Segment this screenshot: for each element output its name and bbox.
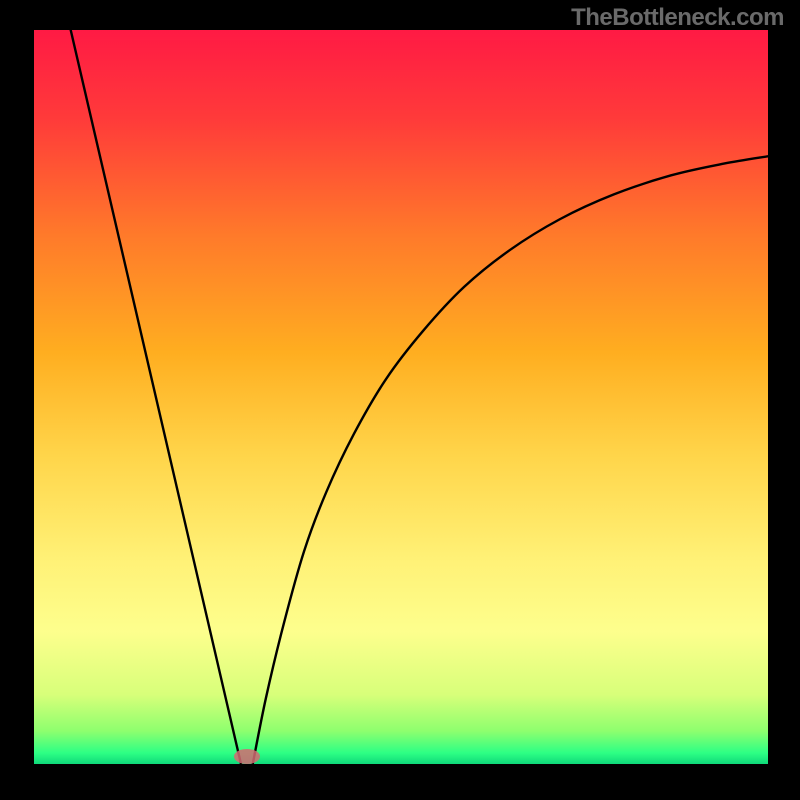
plot-area (34, 30, 768, 764)
curve-right-branch (253, 156, 768, 764)
bottleneck-curve (34, 30, 768, 764)
curve-left-branch (71, 30, 241, 764)
watermark-text: TheBottleneck.com (571, 4, 784, 32)
chart-frame: TheBottleneck.com (0, 0, 800, 800)
optimal-point-marker (234, 749, 260, 764)
